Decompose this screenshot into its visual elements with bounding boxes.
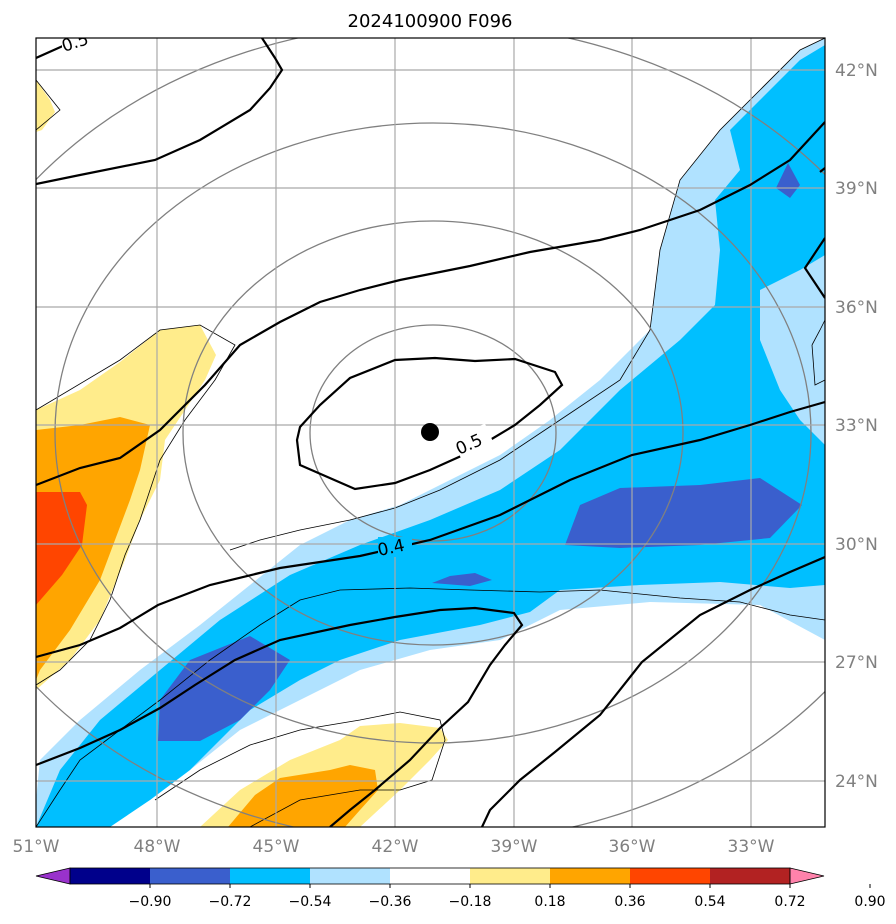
lon-tick-label: 42°W: [372, 837, 419, 857]
lat-tick-labels: 42°N 39°N 36°N 33°N 30°N 27°N 24°N: [835, 61, 878, 792]
colorbar-label: −0.18: [449, 894, 492, 910]
colorbar-segment: [70, 868, 151, 884]
storm-center-marker: [421, 423, 439, 441]
gridlines: [36, 38, 825, 827]
colorbar-label: −0.54: [289, 894, 332, 910]
lat-tick-label: 36°N: [835, 298, 878, 318]
map-area: 0.5 0.5 0.4: [36, 38, 825, 827]
lat-tick-label: 27°N: [835, 653, 878, 673]
colorbar-label: 0.54: [694, 894, 725, 910]
colorbar-segment: [710, 868, 791, 884]
shade-yellow-nw: [36, 80, 55, 132]
shade-orange-west: [36, 417, 150, 680]
map-title: 2024100900 F096: [348, 11, 513, 32]
lon-tick-label: 36°W: [609, 837, 656, 857]
colorbar-label: 0.90: [854, 894, 885, 910]
colorbar-labels: −0.90 −0.72 −0.54 −0.36 −0.18 0.18 0.36 …: [129, 894, 886, 910]
lat-tick-label: 39°N: [835, 179, 878, 199]
colorbar: [35, 867, 871, 888]
lat-tick-label: 24°N: [835, 772, 878, 792]
lon-tick-label: 48°W: [134, 837, 181, 857]
colorbar-label: −0.72: [209, 894, 252, 910]
lat-tick-label: 42°N: [835, 61, 878, 81]
colorbar-label: −0.36: [369, 894, 412, 910]
lon-tick-label: 45°W: [253, 837, 300, 857]
lon-tick-labels: 51°W 48°W 45°W 42°W 39°W 36°W 33°W: [13, 837, 775, 857]
colorbar-extend-max: [789, 867, 825, 885]
shade-dark-blue-4: [776, 163, 800, 198]
colorbar-segment: [230, 868, 311, 884]
lon-tick-label: 39°W: [491, 837, 538, 857]
range-rings: [36, 38, 825, 827]
lat-tick-label: 33°N: [835, 416, 878, 436]
bold-contours: [36, 38, 825, 827]
lon-tick-label: 51°W: [13, 837, 60, 857]
shade-dark-blue-2: [565, 478, 802, 548]
colorbar-segment: [150, 868, 231, 884]
thin-contours: [36, 38, 825, 827]
lon-tick-label: 33°W: [728, 837, 775, 857]
colorbar-segment: [390, 868, 471, 884]
colorbar-frame: [69, 867, 791, 885]
shade-blue: [36, 45, 825, 827]
colorbar-segment: [310, 868, 391, 884]
lat-tick-label: 30°N: [835, 535, 878, 555]
colorbar-segment: [630, 868, 711, 884]
colorbar-segment: [550, 868, 631, 884]
contour-labels: 0.5 0.5 0.4: [59, 38, 494, 561]
shade-red-west: [36, 492, 87, 605]
colorbar-label: 0.18: [534, 894, 565, 910]
shade-dark-blue-3: [432, 573, 492, 586]
colorbar-label: −0.90: [129, 894, 172, 910]
colorbar-extend-min: [35, 867, 71, 885]
colorbar-label: 0.36: [614, 894, 645, 910]
colorbar-label: 0.72: [774, 894, 805, 910]
colorbar-segment: [470, 868, 551, 884]
map-frame: [35, 37, 826, 828]
